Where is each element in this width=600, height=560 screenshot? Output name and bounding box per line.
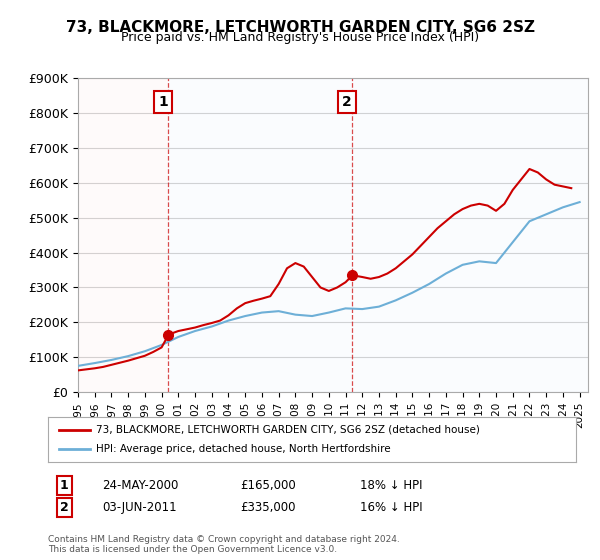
Bar: [168, 78, 352, 392]
Text: 73, BLACKMORE, LETCHWORTH GARDEN CITY, SG6 2SZ: 73, BLACKMORE, LETCHWORTH GARDEN CITY, S…: [65, 20, 535, 35]
Text: 1: 1: [158, 95, 168, 109]
Text: 16% ↓ HPI: 16% ↓ HPI: [360, 501, 422, 514]
Text: £165,000: £165,000: [240, 479, 296, 492]
Text: 18% ↓ HPI: 18% ↓ HPI: [360, 479, 422, 492]
Text: 03-JUN-2011: 03-JUN-2011: [102, 501, 176, 514]
Bar: [352, 78, 588, 392]
Text: £335,000: £335,000: [240, 501, 296, 514]
Text: HPI: Average price, detached house, North Hertfordshire: HPI: Average price, detached house, Nort…: [95, 445, 390, 455]
Bar: [78, 78, 168, 392]
Text: 73, BLACKMORE, LETCHWORTH GARDEN CITY, SG6 2SZ (detached house): 73, BLACKMORE, LETCHWORTH GARDEN CITY, S…: [95, 424, 479, 435]
Text: 24-MAY-2000: 24-MAY-2000: [102, 479, 178, 492]
Text: Price paid vs. HM Land Registry's House Price Index (HPI): Price paid vs. HM Land Registry's House …: [121, 31, 479, 44]
Text: 2: 2: [343, 95, 352, 109]
Text: 2: 2: [60, 501, 69, 514]
Text: 1: 1: [60, 479, 69, 492]
Text: Contains HM Land Registry data © Crown copyright and database right 2024.
This d: Contains HM Land Registry data © Crown c…: [48, 535, 400, 554]
